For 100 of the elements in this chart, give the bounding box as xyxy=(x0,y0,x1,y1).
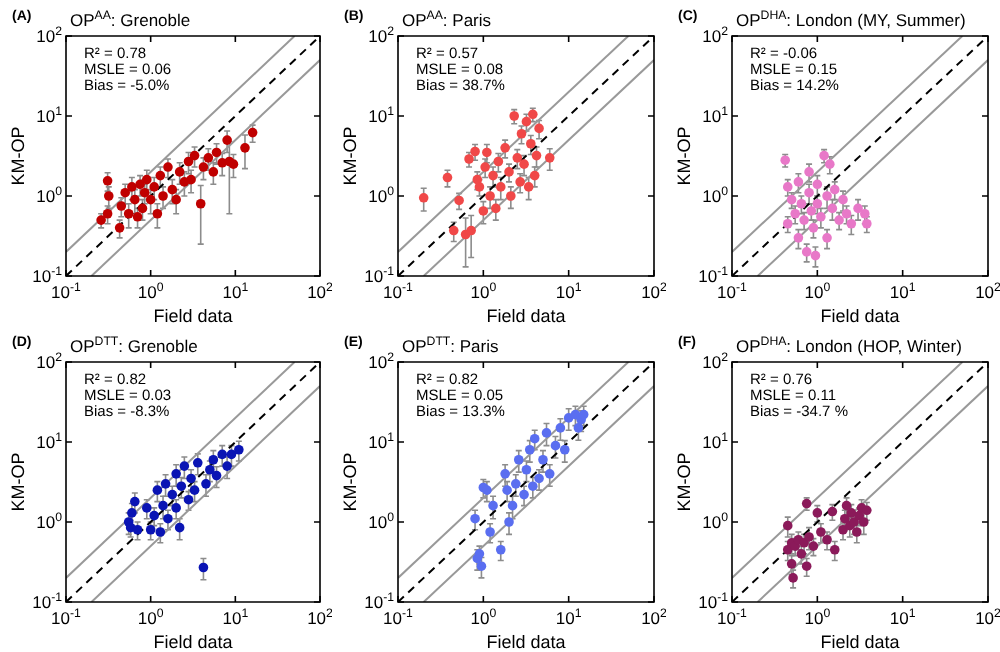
point xyxy=(519,159,529,169)
point xyxy=(488,500,498,511)
point xyxy=(822,191,832,201)
point xyxy=(510,479,521,489)
point xyxy=(208,454,219,465)
point xyxy=(211,470,222,481)
point xyxy=(149,510,159,521)
point xyxy=(541,428,552,438)
point xyxy=(171,469,181,479)
point xyxy=(192,457,203,468)
point xyxy=(504,167,514,177)
point xyxy=(788,573,798,583)
point xyxy=(504,517,514,527)
point xyxy=(474,182,485,192)
point xyxy=(491,203,501,214)
point xyxy=(523,182,534,192)
point xyxy=(163,513,173,524)
point xyxy=(179,461,190,471)
point xyxy=(862,505,872,516)
point xyxy=(189,485,200,495)
point xyxy=(793,177,804,187)
point xyxy=(524,444,535,455)
point xyxy=(158,500,168,511)
point xyxy=(526,138,536,149)
point xyxy=(801,247,812,257)
point xyxy=(470,146,480,157)
point xyxy=(141,503,152,513)
point xyxy=(513,454,524,465)
point xyxy=(555,423,566,433)
point xyxy=(528,481,538,492)
x-axis-title: Field data xyxy=(820,306,900,326)
x-axis-title: Field data xyxy=(486,632,566,652)
point xyxy=(480,162,490,172)
point xyxy=(578,409,589,420)
y-axis-title: KM-OP xyxy=(674,126,694,186)
point xyxy=(502,485,512,495)
point xyxy=(804,187,814,198)
point xyxy=(495,182,506,192)
point xyxy=(482,147,492,158)
point xyxy=(834,215,844,225)
point xyxy=(488,170,498,181)
x-axis-title: Field data xyxy=(153,632,233,652)
point xyxy=(829,544,840,555)
point xyxy=(550,440,561,451)
point xyxy=(478,206,489,216)
x-axis-title: Field data xyxy=(486,306,566,326)
point xyxy=(186,473,196,484)
point xyxy=(822,233,832,243)
x-axis-title: Field data xyxy=(153,306,233,326)
point xyxy=(827,506,838,517)
point xyxy=(493,156,504,167)
point xyxy=(152,485,163,495)
point xyxy=(812,198,823,209)
point xyxy=(796,549,807,559)
point xyxy=(176,481,187,492)
point xyxy=(841,500,852,511)
point xyxy=(521,116,532,127)
point xyxy=(858,517,869,527)
y-axis-title: KM-OP xyxy=(674,452,694,512)
point xyxy=(782,182,793,192)
point xyxy=(454,195,464,206)
point xyxy=(174,522,185,533)
point xyxy=(846,508,857,518)
point xyxy=(804,167,814,177)
point xyxy=(806,206,817,216)
point xyxy=(534,473,544,484)
point xyxy=(793,233,804,243)
point xyxy=(198,562,209,573)
point xyxy=(786,194,797,205)
point xyxy=(825,159,835,169)
point xyxy=(782,218,793,229)
point xyxy=(476,561,487,572)
point xyxy=(205,464,215,475)
point xyxy=(507,500,518,511)
point xyxy=(495,544,506,555)
point xyxy=(829,184,840,195)
point xyxy=(810,250,821,261)
point xyxy=(799,215,809,225)
point xyxy=(512,153,523,163)
point xyxy=(790,208,800,219)
point xyxy=(160,479,171,489)
point xyxy=(521,464,532,475)
point xyxy=(167,489,178,500)
x-axis-title: Field data xyxy=(820,632,900,652)
point xyxy=(827,203,838,214)
point xyxy=(485,527,495,537)
point xyxy=(812,179,823,190)
point xyxy=(500,143,510,153)
point xyxy=(506,191,516,201)
point xyxy=(538,454,548,465)
point xyxy=(485,191,495,201)
point xyxy=(466,225,476,236)
point xyxy=(171,503,181,513)
point xyxy=(822,534,832,545)
point xyxy=(808,223,819,233)
y-axis-title: KM-OP xyxy=(8,452,28,512)
point xyxy=(519,489,529,500)
point xyxy=(515,177,525,187)
point xyxy=(516,128,527,139)
point xyxy=(851,527,862,537)
